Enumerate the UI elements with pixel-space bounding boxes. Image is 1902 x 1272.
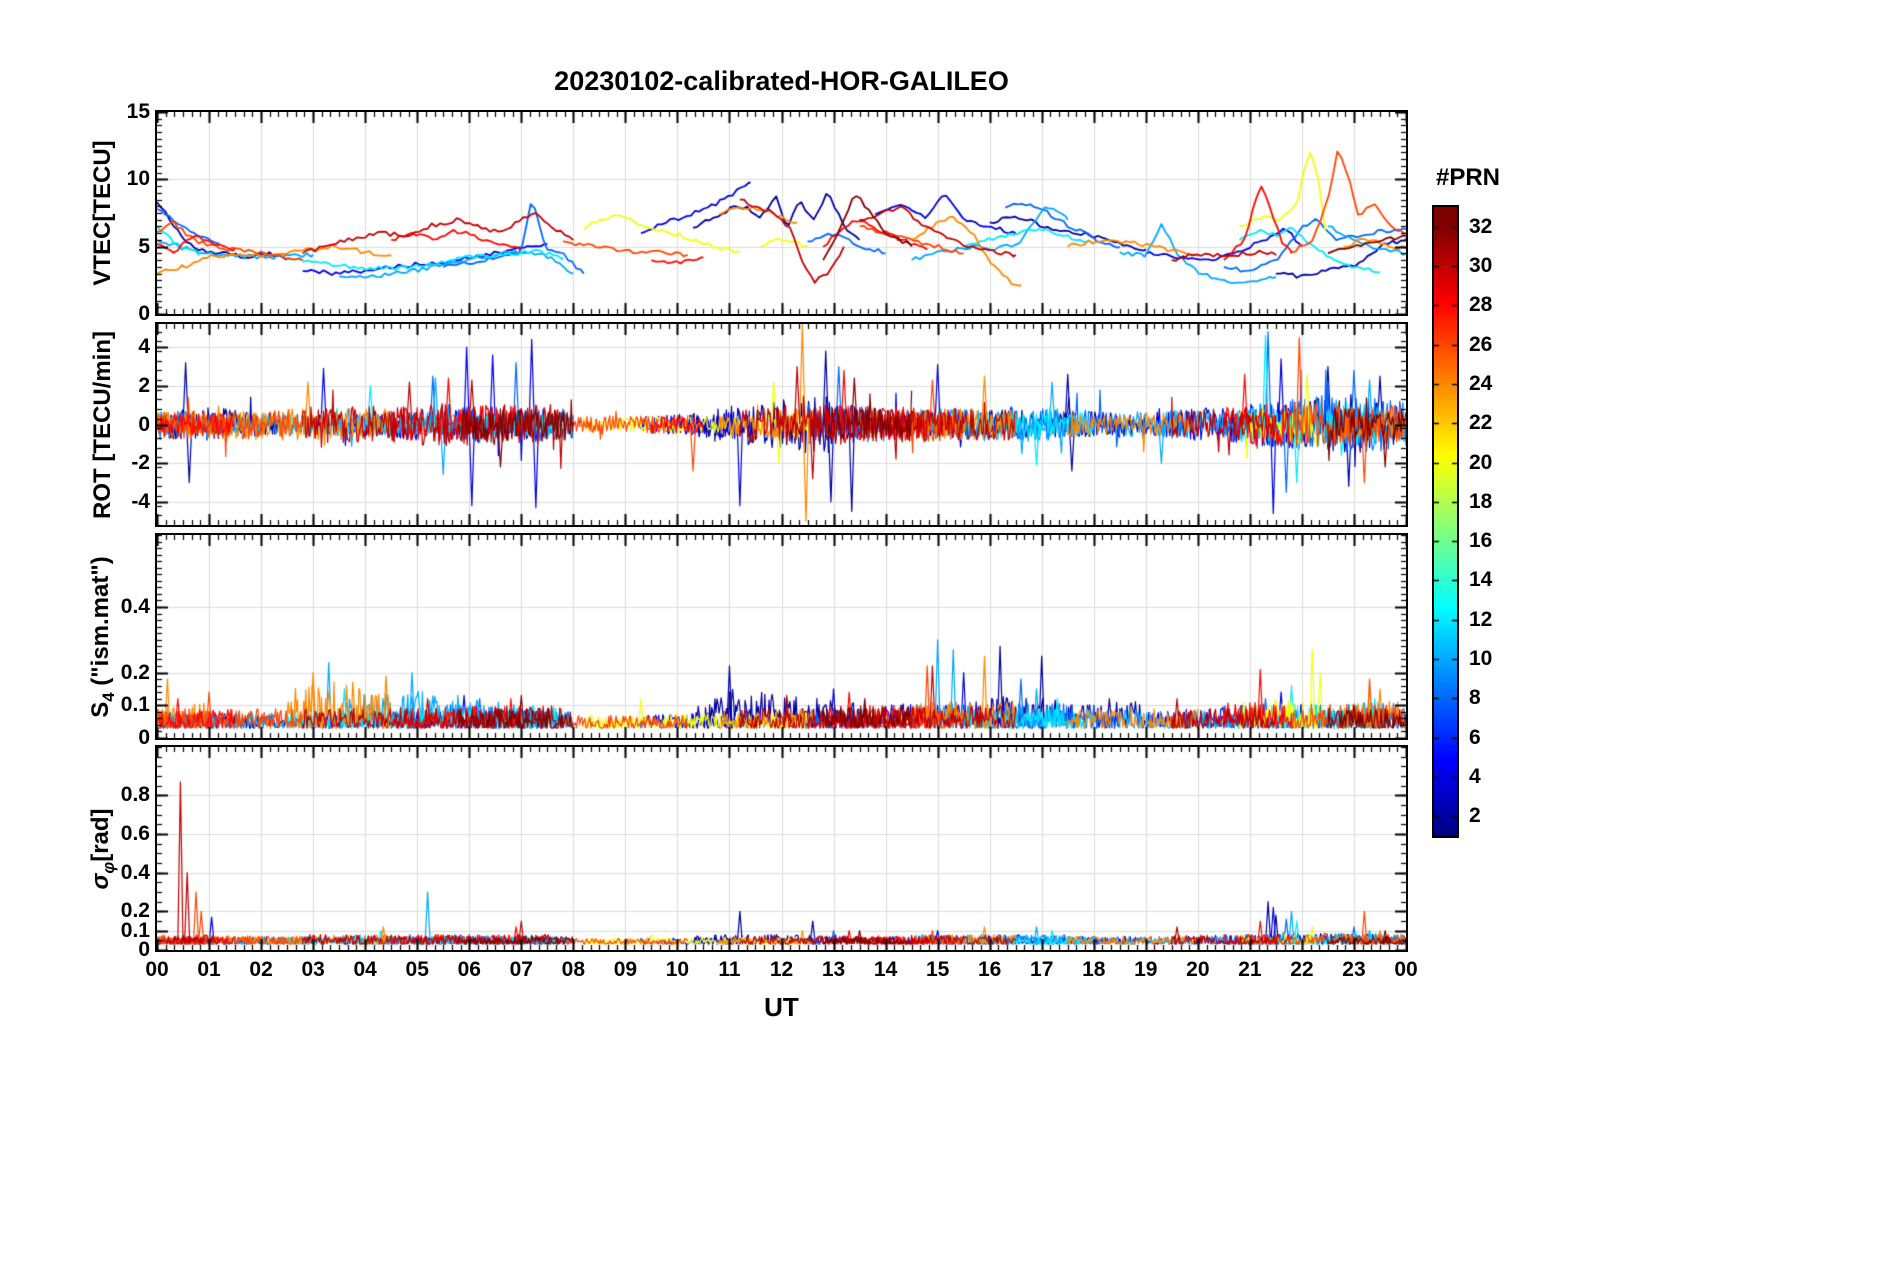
x-tick-label: 07 <box>509 958 533 981</box>
y-tick-label: 0 <box>138 938 150 961</box>
y-tick-label: 5 <box>138 234 150 258</box>
x-tick-label: 16 <box>977 958 1002 981</box>
colorbar-tick-label: 20 <box>1469 450 1493 474</box>
y-tick-label: 10 <box>126 167 150 191</box>
x-tick-label: 15 <box>925 958 950 981</box>
chart-title: 20230102-calibrated-HOR-GALILEO <box>554 66 1009 96</box>
x-tick-label: 14 <box>873 958 898 981</box>
y-axis-label-part: ROT [TECU/min] <box>89 330 116 519</box>
colorbar-tick-label: 22 <box>1469 411 1493 435</box>
x-tick-label: 00 <box>145 958 169 981</box>
x-tick-label: 19 <box>1134 958 1158 981</box>
colorbar-tick-label: 10 <box>1469 647 1493 671</box>
x-tick-label: 04 <box>353 958 377 981</box>
x-tick-label: 13 <box>821 958 846 981</box>
y-tick-label: 0 <box>138 412 150 436</box>
x-tick-label: 10 <box>665 958 690 981</box>
y-tick-label: -4 <box>131 489 150 513</box>
x-tick-label: 21 <box>1238 958 1262 981</box>
plot-area-rot <box>157 324 1406 525</box>
x-tick-label: 08 <box>561 958 585 981</box>
y-axis-label-part: φ <box>98 861 118 874</box>
y-tick-label: 2 <box>138 373 150 397</box>
y-axis-label-s4: S4 ("ism.mat") <box>87 556 119 717</box>
x-tick-label: 23 <box>1342 958 1366 981</box>
colorbar-tick-label: 24 <box>1469 371 1493 395</box>
y-axis-label-sigma: σφ[rad] <box>87 808 119 889</box>
colorbar-tick-label: 16 <box>1469 529 1493 553</box>
colorbar-tick-label: 6 <box>1469 725 1481 749</box>
panel-s4 <box>155 533 1408 740</box>
plot-area-sigma <box>157 747 1406 950</box>
y-axis-label-part: 4 <box>98 691 118 702</box>
x-tick-label: 02 <box>249 958 273 981</box>
colorbar-tick-label: 8 <box>1469 686 1481 710</box>
y-tick-label: 0.4 <box>120 595 150 619</box>
colorbar-gradient <box>1434 207 1457 836</box>
y-tick-label: 0.2 <box>120 660 150 684</box>
colorbar-tick-label: 14 <box>1469 568 1493 592</box>
x-axis-label: UT <box>764 992 799 1022</box>
x-tick-label: 22 <box>1290 958 1314 981</box>
y-axis-label-vtec: VTEC[TECU] <box>89 140 117 285</box>
x-tick-label: 17 <box>1030 958 1054 981</box>
x-tick-label: 05 <box>405 958 429 981</box>
colorbar-tick-label: 12 <box>1469 607 1493 631</box>
x-tick-label: 01 <box>197 958 221 981</box>
y-tick-label: 0 <box>138 302 150 325</box>
colorbar-tick-label: 26 <box>1469 332 1493 356</box>
x-tick-label: 18 <box>1082 958 1106 981</box>
y-tick-label: 0.2 <box>120 899 150 923</box>
colorbar-tick-label: 32 <box>1469 214 1493 238</box>
y-axis-label-part: σ <box>87 873 115 890</box>
y-tick-label: 0.1 <box>120 918 150 942</box>
plot-area-vtec <box>157 112 1406 314</box>
colorbar-tick-label: 4 <box>1469 765 1481 789</box>
colorbar-tick-label: 18 <box>1469 489 1493 513</box>
panel-rot <box>155 322 1408 527</box>
x-tick-label: 12 <box>769 958 794 981</box>
x-tick-label: 20 <box>1186 958 1210 981</box>
y-axis-label-part: S <box>87 701 115 718</box>
y-tick-label: 0.4 <box>120 860 150 884</box>
colorbar-title: #PRN <box>1435 164 1501 191</box>
y-axis-label-part: [rad] <box>87 807 115 862</box>
y-axis-label-rot: ROT [TECU/min] <box>89 331 117 519</box>
x-tick-label: 06 <box>457 958 481 981</box>
colorbar-tick-label: 2 <box>1469 804 1481 828</box>
y-tick-label: 0.8 <box>120 783 150 807</box>
x-tick-label: 11 <box>718 958 741 981</box>
y-tick-label: 4 <box>138 335 150 359</box>
y-tick-label: 0 <box>138 726 150 749</box>
x-tick-label: 00 <box>1394 958 1418 981</box>
y-tick-label: -2 <box>131 451 150 475</box>
x-tick-label: 03 <box>301 958 325 981</box>
plot-area-s4 <box>157 535 1406 738</box>
y-tick-label: 0.6 <box>120 822 150 845</box>
y-axis-label-part: VTEC[TECU] <box>89 140 116 286</box>
colorbar <box>1432 205 1459 838</box>
y-tick-label: 15 <box>126 100 150 123</box>
y-tick-label: 0.1 <box>120 693 150 717</box>
colorbar-tick-label: 28 <box>1469 293 1493 317</box>
colorbar-tick-label: 30 <box>1469 253 1493 277</box>
x-tick-label: 09 <box>613 958 638 981</box>
y-axis-label-part: ("ism.mat") <box>87 555 115 692</box>
panel-sigma-phi <box>155 745 1408 952</box>
panel-vtec <box>155 110 1408 316</box>
